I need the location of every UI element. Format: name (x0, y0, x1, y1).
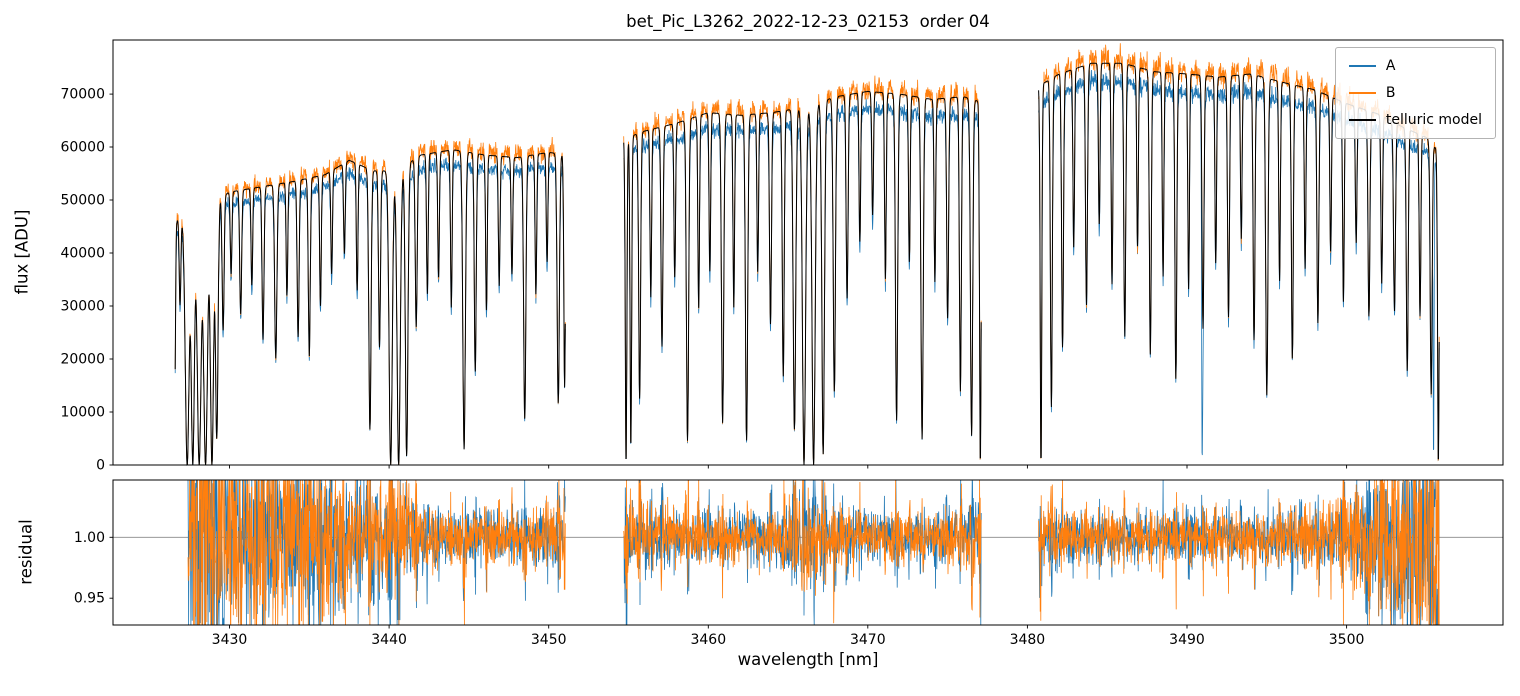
flux-y-tick-label: 0 (96, 458, 105, 474)
legend-line-sample-a-icon (1348, 65, 1376, 67)
flux-y-tick-label: 20000 (60, 352, 105, 368)
flux-y-tick-label: 60000 (60, 140, 105, 156)
legend-label-b: B (1385, 85, 1396, 101)
residual-series-B-segment-2 (1038, 479, 1440, 626)
legend-line-sample-b-icon (1348, 92, 1376, 94)
x-tick-label: 3430 (212, 632, 248, 648)
flux-series-telluric-model-segment-1 (623, 90, 982, 466)
flux-y-tick-label: 10000 (60, 405, 105, 421)
x-tick-label: 3480 (1010, 632, 1046, 648)
legend-entry-telluric-model: telluric model (1348, 110, 1482, 130)
residual-series-B-segment-1 (623, 479, 982, 624)
x-tick-label: 3440 (371, 632, 407, 648)
x-axis-label: wavelength [nm] (737, 650, 879, 669)
x-tick-label: 3500 (1329, 632, 1365, 648)
plot-title: bet_Pic_L3262_2022-12-23_02153 order 04 (626, 12, 990, 31)
flux-panel-border (112, 39, 1504, 466)
flux-series-telluric-model-segment-0 (174, 149, 566, 466)
x-tick-label: 3460 (690, 632, 726, 648)
residual-series-B-segment-0 (187, 479, 566, 626)
flux-y-tick-label: 70000 (60, 87, 105, 103)
legend: A B telluric model (1334, 47, 1496, 139)
y-axis-label-flux: flux [ADU] (12, 209, 32, 295)
x-tick-label: 3470 (850, 632, 886, 648)
residual-y-tick-label: 1.00 (74, 530, 105, 546)
legend-label-telluric-model: telluric model (1385, 112, 1482, 128)
flux-y-tick-label: 50000 (60, 193, 105, 209)
residual-y-tick-label: 0.95 (74, 591, 105, 607)
x-tick-label: 3450 (531, 632, 567, 648)
residual-panel-border (112, 479, 1504, 626)
legend-entry-b: B (1348, 83, 1482, 103)
x-tick-label: 3490 (1169, 632, 1205, 648)
legend-entry-a: A (1348, 56, 1482, 76)
y-axis-label-residual: residual (16, 519, 36, 585)
legend-label-a: A (1385, 58, 1396, 74)
legend-line-sample-telluric-icon (1348, 119, 1376, 121)
flux-y-tick-label: 30000 (60, 299, 105, 315)
flux-y-tick-label: 40000 (60, 246, 105, 262)
